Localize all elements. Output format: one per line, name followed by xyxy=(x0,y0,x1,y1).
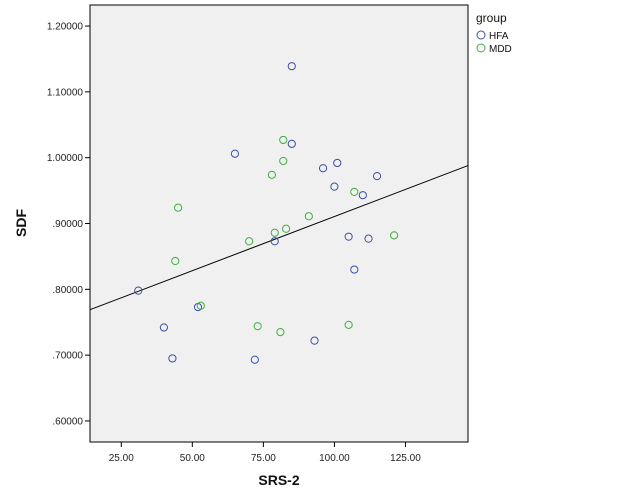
data-point-hfa xyxy=(372,172,382,181)
fit-line xyxy=(89,165,469,311)
data-point-hfa xyxy=(250,355,259,364)
y-tick-label: 1.10000 xyxy=(47,87,84,98)
x-axis-title: SRS-2 xyxy=(258,472,299,488)
data-point-hfa xyxy=(287,139,296,148)
data-point-mdd xyxy=(245,237,254,246)
x-tick-label: 75.00 xyxy=(251,453,276,464)
x-axis: 25.00 50.00 75.00 100.00 125.00 xyxy=(109,442,421,464)
data-point-hfa xyxy=(287,62,296,71)
data-point-hfa xyxy=(364,234,373,243)
data-point-hfa xyxy=(350,265,359,274)
data-point-hfa xyxy=(270,237,279,246)
legend-label-hfa: HFA xyxy=(489,31,509,42)
data-point-mdd xyxy=(279,156,288,166)
legend: group HFA MDD xyxy=(476,11,512,55)
data-point-hfa xyxy=(134,286,143,295)
data-point-mdd xyxy=(267,170,276,179)
data-point-hfa xyxy=(358,191,367,200)
x-tick-label: 100.00 xyxy=(319,453,350,464)
data-point-mdd xyxy=(304,212,313,221)
data-point-mdd xyxy=(344,320,353,329)
x-tick-label: 25.00 xyxy=(109,453,134,464)
y-axis: .60000 .70000 .80000 .90000 1.00000 1.10000 1.… xyxy=(47,22,90,427)
data-point-hfa xyxy=(159,323,168,332)
data-point-mdd xyxy=(174,203,183,212)
data-point-mdd xyxy=(270,228,279,237)
data-point-hfa xyxy=(318,164,328,173)
legend-marker-hfa xyxy=(476,30,486,40)
data-points xyxy=(134,62,399,364)
y-tick-label: .90000 xyxy=(52,219,83,230)
y-tick-label: .80000 xyxy=(52,285,83,296)
data-point-mdd xyxy=(276,327,285,337)
y-axis-title: SDF xyxy=(13,209,29,237)
data-point-hfa xyxy=(330,182,339,191)
y-tick-label: 1.20000 xyxy=(47,22,84,33)
y-tick-label: 1.00000 xyxy=(47,153,84,164)
x-tick-label: 50.00 xyxy=(180,453,205,464)
data-point-mdd xyxy=(390,231,399,240)
data-point-mdd xyxy=(279,135,288,145)
y-tick-label: .60000 xyxy=(52,416,83,427)
data-point-mdd xyxy=(196,301,205,310)
data-point-mdd xyxy=(282,224,291,233)
plot-area xyxy=(89,4,469,443)
x-tick-label: 125.00 xyxy=(390,453,421,464)
data-point-hfa xyxy=(344,232,353,241)
legend-title: group xyxy=(476,11,507,25)
data-point-hfa xyxy=(168,354,177,363)
data-point-mdd xyxy=(350,187,359,197)
data-point-hfa xyxy=(310,336,319,345)
data-point-mdd xyxy=(253,322,262,331)
data-point-hfa xyxy=(333,158,342,168)
legend-label-mdd: MDD xyxy=(489,44,512,55)
legend-marker-mdd xyxy=(476,43,486,53)
data-point-hfa xyxy=(230,149,240,158)
y-tick-label: .70000 xyxy=(52,351,83,362)
data-point-mdd xyxy=(171,256,180,266)
